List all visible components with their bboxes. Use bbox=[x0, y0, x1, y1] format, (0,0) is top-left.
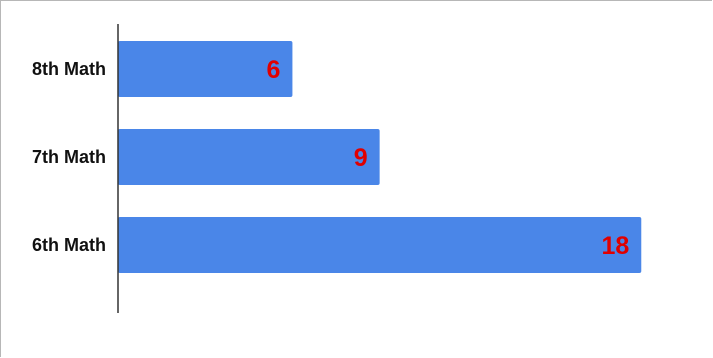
bars-layer bbox=[118, 41, 642, 273]
data-label: 9 bbox=[354, 144, 368, 172]
category-label: 6th Math bbox=[32, 235, 106, 255]
data-label: 18 bbox=[601, 232, 629, 260]
bar-6th-math bbox=[118, 217, 642, 273]
data-labels: 6 9 18 bbox=[267, 56, 630, 260]
category-label: 8th Math bbox=[32, 59, 106, 79]
data-label: 6 bbox=[267, 56, 281, 84]
bar-8th-math bbox=[118, 41, 293, 97]
bar-7th-math bbox=[118, 129, 380, 185]
category-label: 7th Math bbox=[32, 147, 106, 167]
category-labels: 8th Math 7th Math 6th Math bbox=[32, 59, 106, 255]
